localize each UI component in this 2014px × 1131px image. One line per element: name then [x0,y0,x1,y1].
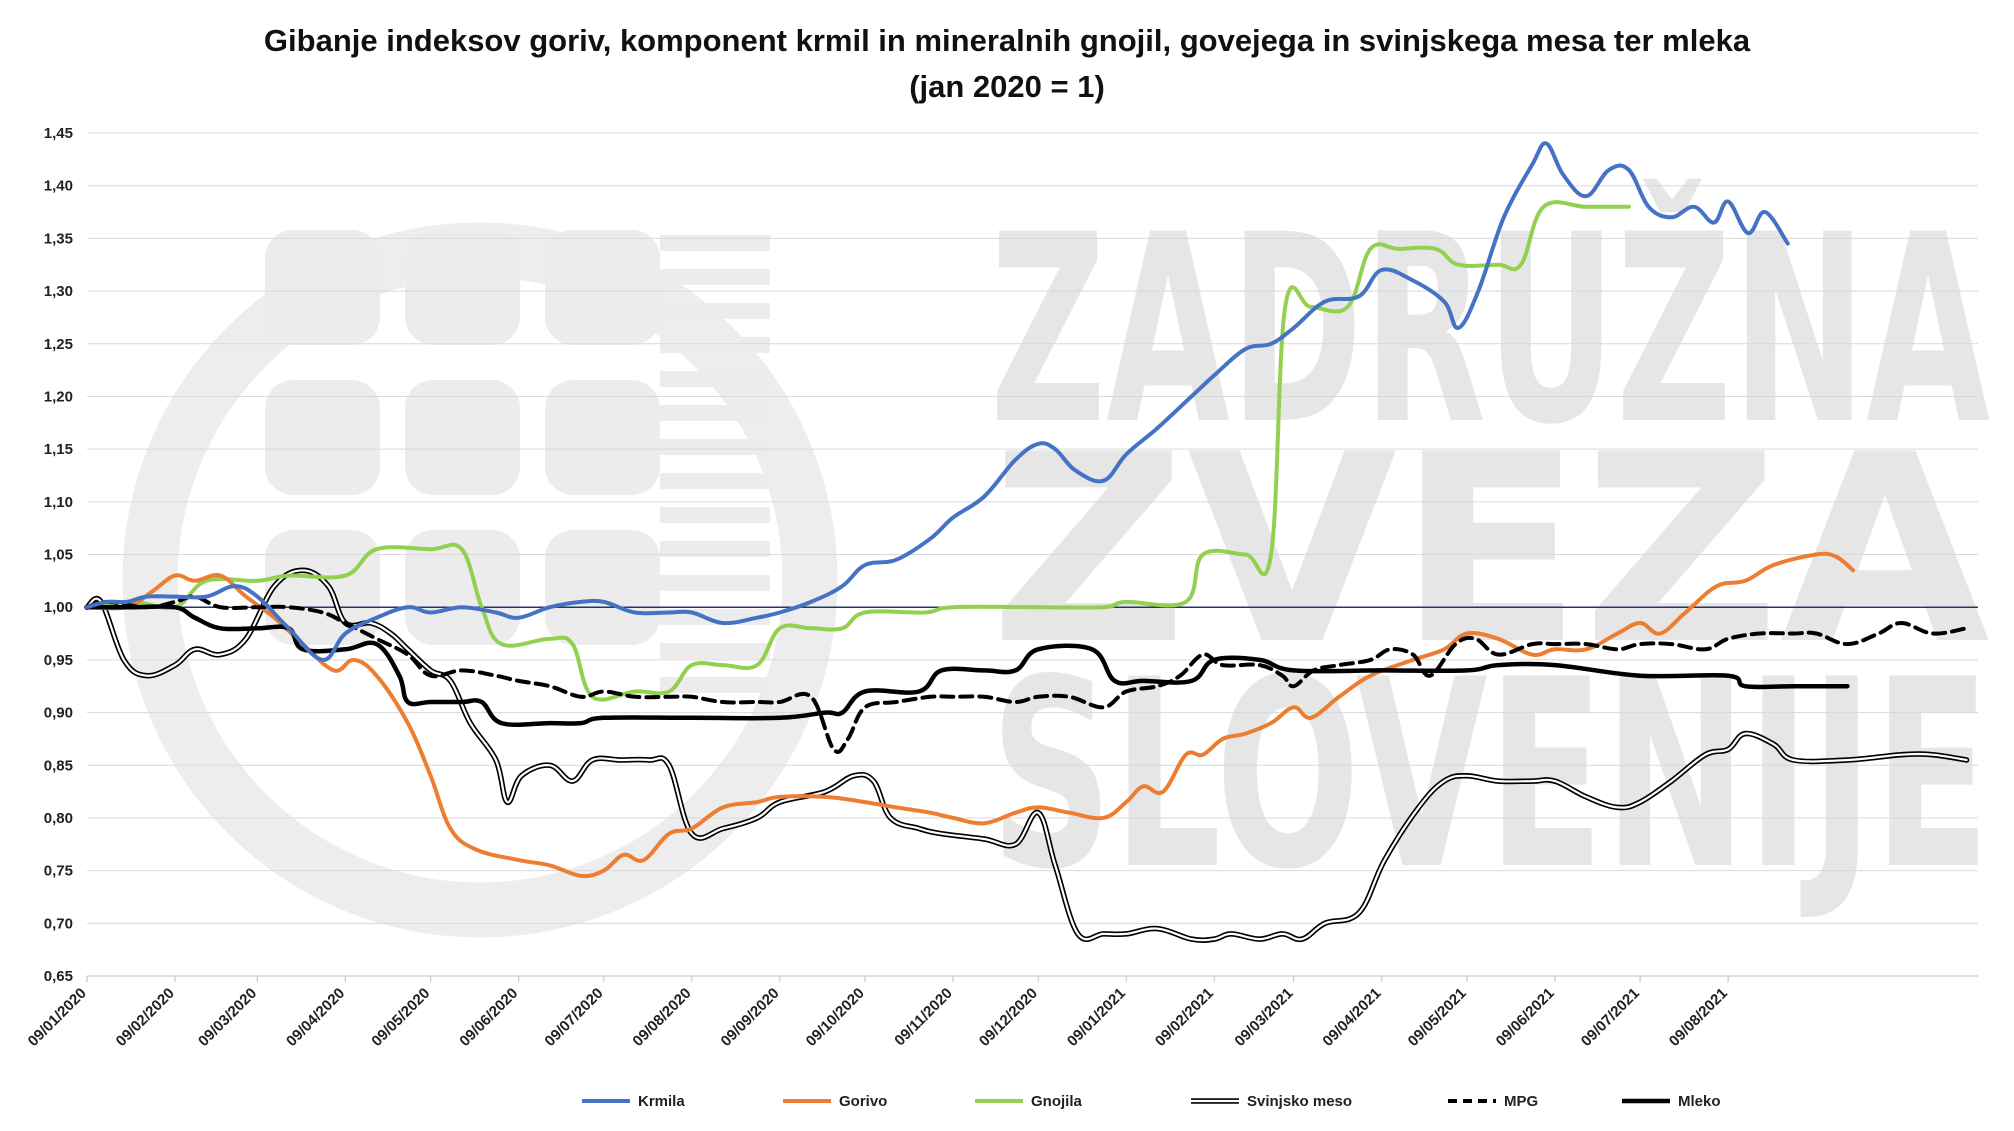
logo-stripe [660,405,770,421]
x-tick-label: 09/01/2021 [1064,985,1129,1050]
y-tick-label: 1,15 [44,441,73,458]
series-mpg [85,594,1969,754]
logo-stripe [660,303,770,319]
x-tick-label: 09/03/2020 [195,985,260,1050]
logo-cell [405,380,520,495]
x-tick-label: 09/06/2021 [1493,985,1558,1050]
series-mleko [84,604,1850,728]
logo-stripe [660,507,770,523]
watermark-word: ZVEZA [990,400,1992,702]
series-lines [84,141,1970,943]
legend-label: Svinjsko meso [1247,1093,1352,1110]
y-tick-label: 0,65 [44,968,73,985]
x-tick-label: 09/08/2020 [629,985,694,1050]
x-tick-label: 09/02/2020 [113,985,178,1050]
y-tick-label: 1,05 [44,547,73,564]
series-line [85,141,1790,662]
x-tick-label: 09/06/2020 [456,985,521,1050]
logo-cell [405,230,520,345]
series-svinjsko-meso [84,567,1970,943]
logo-stripe [660,439,770,455]
legend-item: Krmila [582,1093,685,1110]
legend: Krmila Gorivo Gnojila Svinjsko meso MPG Mleko [582,1093,1721,1110]
series-line [85,569,1968,942]
series-gnojila [85,200,1631,702]
legend-item: Gnojila [975,1093,1082,1110]
series-line [85,200,1631,702]
watermark-logo [122,222,838,938]
chart-title: Gibanje indeksov goriv, komponent krmil … [263,23,1751,58]
logo-cell [265,230,380,345]
logo-stripe [660,371,770,387]
y-tick-label: 0,85 [44,757,73,774]
logo-stripe [660,235,770,251]
x-tick-label: 09/04/2020 [283,985,348,1050]
logo-cell [265,380,380,495]
logo-cell [545,380,660,495]
logo-stripe [660,337,770,353]
x-tick-label: 09/11/2020 [891,985,956,1050]
x-tick-label: 09/10/2020 [803,985,868,1050]
x-tick-label: 09/08/2021 [1666,985,1731,1050]
y-tick-label: 1,45 [44,125,73,142]
logo-stripe [660,643,770,659]
logo-cell [545,230,660,345]
y-tick-label: 1,10 [44,494,73,511]
chart-title-block: Gibanje indeksov goriv, komponent krmil … [0,18,2014,110]
y-tick-label: 0,75 [44,863,73,880]
series-line [85,551,1856,879]
x-tick-label: 09/01/2020 [25,985,90,1050]
series-line [85,594,1969,754]
series-krmila [85,141,1790,662]
x-tick-label: 09/07/2020 [541,985,606,1050]
legend-label: Mleko [1678,1093,1721,1110]
x-axis: 09/01/2020 09/02/2020 09/03/2020 09/04/2020… [25,975,1978,1050]
x-tick-label: 09/04/2021 [1319,985,1384,1050]
y-tick-label: 0,70 [44,915,73,932]
x-tick-label: 09/05/2020 [368,985,433,1050]
y-tick-label: 0,90 [44,705,73,722]
logo-stripe [660,269,770,285]
x-tick-label: 09/03/2021 [1231,985,1296,1050]
x-tick-label: 09/07/2021 [1578,985,1643,1050]
x-tick-label: 09/12/2020 [976,985,1041,1050]
y-tick-label: 0,95 [44,652,73,669]
y-tick-label: 1,30 [44,283,73,300]
legend-item: Gorivo [783,1093,887,1110]
y-tick-label: 0,80 [44,810,73,827]
logo-stripe [660,677,770,693]
logo-stripe [660,575,770,591]
logo-cell [265,530,380,645]
y-tick-label: 1,20 [44,388,73,405]
legend-label: Gnojila [1031,1093,1082,1110]
legend-label: MPG [1504,1093,1538,1110]
y-tick-label: 1,25 [44,336,73,353]
y-tick-label: 1,35 [44,230,73,247]
logo-cell [405,530,520,645]
chart-subtitle: (jan 2020 = 1) [909,69,1105,104]
logo-stripe [660,541,770,557]
legend-item: Mleko [1622,1093,1721,1110]
watermark-word: SLOVENIJE [990,625,1990,927]
logo-stripe [660,473,770,489]
y-axis: 0,65 0,70 0,75 0,80 0,85 0,90 0,95 1,00 1,05 1,10… [44,125,73,985]
watermark: ZADRUŽNAZVEZASLOVENIJE [122,176,1992,938]
y-tick-label: 1,40 [44,178,73,195]
series-gorivo [85,551,1856,879]
x-tick-label: 09/09/2020 [718,985,783,1050]
legend-item: MPG [1448,1093,1538,1110]
legend-item: Svinjsko meso [1191,1093,1352,1110]
series-line [84,604,1850,728]
legend-label: Krmila [638,1093,685,1110]
logo-cell [545,530,660,645]
y-tick-label: 1,00 [44,599,73,616]
legend-label: Gorivo [839,1093,887,1110]
x-tick-label: 09/05/2021 [1405,985,1470,1050]
x-tick-label: 09/02/2021 [1152,985,1217,1050]
